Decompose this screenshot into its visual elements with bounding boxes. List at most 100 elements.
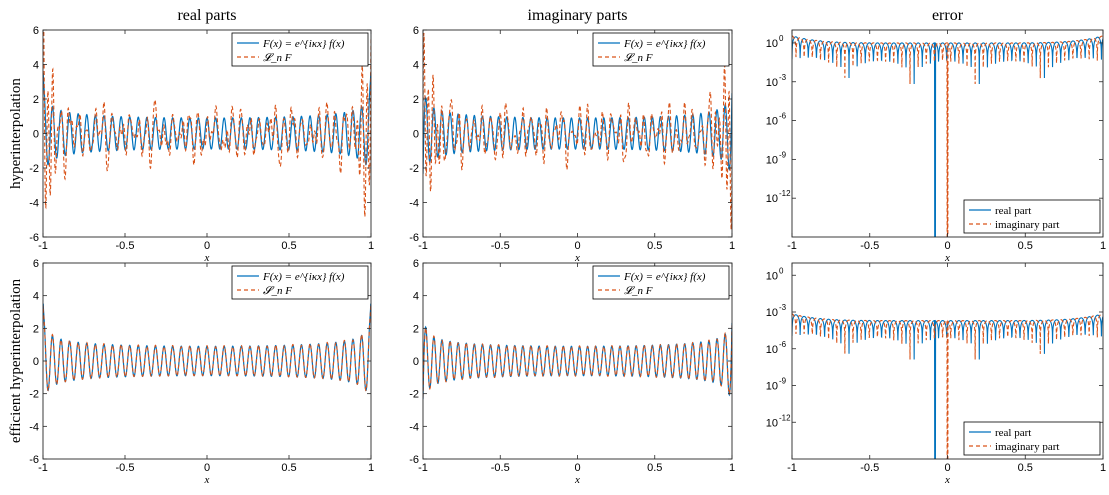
x-axis-label: x	[204, 252, 210, 264]
series-group	[43, 303, 371, 392]
legend-label: imaginary part	[995, 219, 1059, 231]
x-tick-label: 1	[1100, 240, 1106, 252]
legend: F(x) = e^{iκx} f(x) 𝓢_n F	[231, 265, 369, 300]
column-title: imaginary parts	[528, 7, 628, 24]
y-tick-exponent: -3	[779, 303, 787, 312]
y-tick-label: -2	[29, 163, 39, 175]
y-tick-label: -6	[29, 232, 39, 244]
y-tick-label: 2	[413, 323, 419, 335]
legend-label: 𝓛_n F	[624, 52, 653, 64]
x-tick-label: 1	[368, 240, 374, 252]
x-tick-label: 0.5	[647, 462, 662, 474]
y-tick-exponent: -9	[779, 150, 787, 159]
y-tick-exponent: -3	[779, 73, 787, 82]
y-tick-label: 0	[413, 356, 419, 368]
x-axis-label: x	[944, 252, 950, 264]
x-axis-label: x	[574, 474, 580, 486]
y-tick-label: 0	[33, 129, 39, 141]
legend: F(x) = e^{iκx} f(x) 𝓛_n F	[592, 32, 730, 67]
y-tick-exponent: -12	[779, 413, 791, 422]
legend-box	[963, 199, 1101, 234]
y-tick-label: 4	[33, 291, 39, 303]
y-tick-label: 0	[413, 129, 419, 141]
y-tick-label: 6	[33, 258, 39, 270]
legend-label: real part	[995, 205, 1031, 217]
y-tick-label: -2	[409, 389, 419, 401]
y-tick-label: 10	[766, 38, 778, 50]
y-tick-label: -2	[29, 389, 39, 401]
y-tick-label: 2	[33, 323, 39, 335]
legend-label: imaginary part	[995, 441, 1059, 453]
series-group	[792, 35, 1103, 237]
y-tick-label: 10	[766, 307, 778, 319]
x-tick-label: 0	[944, 240, 950, 252]
y-tick-exponent: -12	[779, 189, 791, 198]
panel-r2c1: -1 -0.5 0 0.5 1 x -6 -4 -2 0 2 4 6 F(x) = e^{iκx} f(x…	[29, 258, 374, 486]
y-tick-label: 10	[766, 270, 778, 282]
legend-label: F(x) = e^{iκx} f(x)	[262, 38, 345, 50]
legend-box	[592, 32, 730, 67]
x-tick-label: 0	[204, 462, 210, 474]
x-tick-label: 0	[944, 462, 950, 474]
x-tick-label: 0.5	[281, 240, 296, 252]
y-tick-label: 2	[33, 94, 39, 106]
legend-label: F(x) = e^{iκx} f(x)	[623, 38, 706, 50]
legend: F(x) = e^{iκx} f(x) 𝓛_n F	[231, 32, 369, 67]
series-group	[423, 32, 732, 230]
y-tick-label: 10	[766, 154, 778, 166]
x-axis-label: x	[944, 474, 950, 486]
y-tick-label: -4	[29, 198, 39, 210]
x-tick-label: -1	[38, 240, 48, 252]
x-axis-label: x	[204, 474, 210, 486]
legend-box	[592, 265, 730, 300]
legend-box	[231, 265, 369, 300]
y-tick-exponent: -9	[779, 377, 787, 386]
x-tick-label: -0.5	[491, 462, 510, 474]
x-tick-label: -0.5	[491, 240, 510, 252]
y-tick-label: -4	[409, 421, 419, 433]
panel-r1c2: -1 -0.5 0 0.5 1 x -6 -4 -2 0 2 4 6 F(x) = e^{iκx} f(x…	[409, 25, 735, 264]
x-tick-label: -1	[787, 462, 797, 474]
y-tick-label: 6	[413, 258, 419, 270]
legend-label: 𝓛_n F	[624, 285, 653, 297]
x-tick-label: 1	[368, 462, 374, 474]
line-error-imag	[792, 313, 1103, 459]
legend-box	[231, 32, 369, 67]
x-tick-label: 0.5	[1018, 240, 1033, 252]
x-tick-label: 1	[1100, 462, 1106, 474]
series-group	[792, 313, 1103, 459]
x-tick-label: 0	[574, 240, 580, 252]
legend-label: F(x) = e^{iκx} f(x)	[623, 271, 706, 283]
y-tick-label: 4	[33, 60, 39, 72]
legend: real part imaginary part	[963, 421, 1101, 456]
y-tick-exponent: 0	[779, 266, 784, 275]
line-approx	[43, 30, 371, 217]
y-tick-label: -2	[409, 163, 419, 175]
y-tick-exponent: -6	[779, 112, 787, 121]
y-tick-label: -6	[409, 232, 419, 244]
y-tick-label: 10	[766, 77, 778, 89]
line-true	[423, 93, 732, 174]
y-tick-exponent: -6	[779, 340, 787, 349]
legend: F(x) = e^{iκx} f(x) 𝓛_n F	[592, 265, 730, 300]
x-tick-label: -1	[787, 240, 797, 252]
y-tick-label: -4	[29, 421, 39, 433]
x-tick-label: -1	[418, 240, 428, 252]
x-tick-label: -1	[418, 462, 428, 474]
y-tick-exponent: 0	[779, 34, 784, 43]
line-approx	[423, 324, 732, 398]
y-tick-label: -6	[409, 454, 419, 466]
x-tick-label: 1	[729, 462, 735, 474]
y-tick-label: 10	[766, 417, 778, 429]
x-tick-label: 0	[204, 240, 210, 252]
x-axis-label: x	[574, 252, 580, 264]
x-tick-label: -0.5	[860, 462, 879, 474]
y-tick-label: -6	[29, 454, 39, 466]
y-tick-label: 2	[413, 94, 419, 106]
legend-label: 𝓛_n F	[263, 52, 292, 64]
y-tick-label: 10	[766, 344, 778, 356]
y-tick-label: -4	[409, 198, 419, 210]
panel-r1c1: -1 -0.5 0 0.5 1 x -6 -4 -2 0 2 4 6 F(x) = e^{iκx} f(x…	[29, 25, 374, 264]
line-error-imag	[792, 35, 1103, 237]
